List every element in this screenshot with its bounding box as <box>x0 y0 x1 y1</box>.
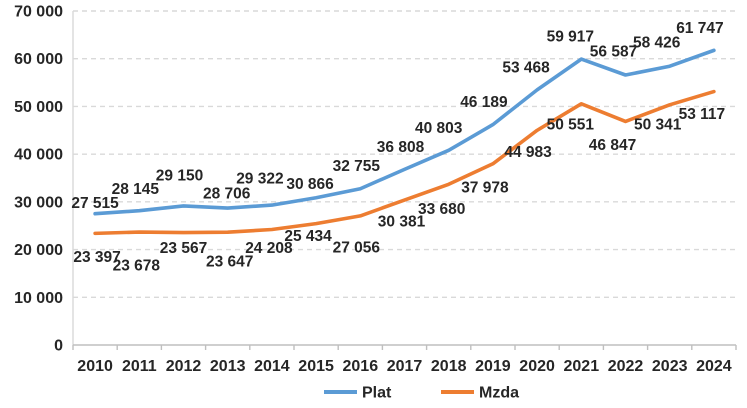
y-axis-label: 70 000 <box>14 4 63 21</box>
data-label-plat-2017: 36 808 <box>377 139 425 156</box>
series-line-mzda <box>93 89 716 236</box>
x-axis-label-2012: 2012 <box>166 358 202 375</box>
series-line-plat <box>93 48 716 216</box>
data-label-mzda-2016: 27 056 <box>333 239 381 256</box>
data-label-mzda-2017: 30 381 <box>378 214 426 231</box>
data-label-plat-2010: 27 515 <box>71 195 119 212</box>
data-label-plat-2020: 53 468 <box>502 59 550 76</box>
y-axis-label: 30 000 <box>14 194 63 211</box>
data-label-mzda-2019: 37 978 <box>461 179 509 196</box>
x-axis-label-2013: 2013 <box>210 358 246 375</box>
data-label-plat-2024: 61 747 <box>676 20 723 37</box>
y-axis-label: 40 000 <box>14 147 63 164</box>
data-label-plat-2021: 59 917 <box>547 29 594 46</box>
y-axis-label: 20 000 <box>14 242 63 259</box>
x-axis-label-2010: 2010 <box>77 358 113 375</box>
data-label-plat-2019: 46 189 <box>460 94 508 111</box>
x-axis-label-2022: 2022 <box>608 358 644 375</box>
y-axis-label: 10 000 <box>14 290 63 307</box>
y-axis-label: 50 000 <box>14 99 63 116</box>
data-label-plat-2023: 58 426 <box>633 35 681 52</box>
data-label-plat-2012: 29 150 <box>156 167 203 184</box>
data-label-plat-2022: 56 587 <box>590 43 637 60</box>
x-axis-label-2021: 2021 <box>564 358 600 375</box>
data-label-plat-2018: 40 803 <box>415 120 463 137</box>
data-label-mzda-2024: 53 117 <box>679 106 726 123</box>
data-label-mzda-2023: 50 341 <box>634 116 682 133</box>
x-axis-label-2024: 2024 <box>696 358 732 375</box>
data-label-mzda-2018: 33 680 <box>418 201 465 218</box>
data-label-mzda-2012: 23 567 <box>160 240 207 257</box>
data-label-mzda-2014: 24 208 <box>245 240 293 257</box>
x-axis-label-2014: 2014 <box>254 358 290 375</box>
x-axis-label-2016: 2016 <box>343 358 379 375</box>
data-label-plat-2013: 28 706 <box>203 186 251 203</box>
x-axis-label-2015: 2015 <box>298 358 334 375</box>
data-label-mzda-2020: 44 983 <box>504 144 552 161</box>
data-label-mzda-2010: 23 397 <box>73 249 120 266</box>
data-label-plat-2015: 30 866 <box>286 176 334 193</box>
data-label-mzda-2013: 23 647 <box>206 254 253 271</box>
data-label-mzda-2022: 46 847 <box>589 137 636 154</box>
data-label-mzda-2015: 25 434 <box>284 228 332 245</box>
x-axis-label-2020: 2020 <box>519 358 555 375</box>
data-label-plat-2016: 32 755 <box>333 158 381 175</box>
y-axis-label: 0 <box>54 338 63 355</box>
data-label-plat-2014: 29 322 <box>236 171 283 188</box>
y-axis-label: 60 000 <box>14 51 63 68</box>
x-axis-label-2017: 2017 <box>387 358 423 375</box>
x-axis-label-2019: 2019 <box>475 358 511 375</box>
data-label-mzda-2021: 50 551 <box>547 116 595 133</box>
x-axis-label-2011: 2011 <box>122 358 157 375</box>
x-axis-label-2023: 2023 <box>652 358 688 375</box>
legend-label-mzda: Mzda <box>479 385 519 402</box>
data-label-plat-2011: 28 145 <box>112 181 160 198</box>
data-label-mzda-2011: 23 678 <box>113 258 161 275</box>
legend-label-plat: Plat <box>362 385 392 402</box>
x-axis-label-2018: 2018 <box>431 358 467 375</box>
